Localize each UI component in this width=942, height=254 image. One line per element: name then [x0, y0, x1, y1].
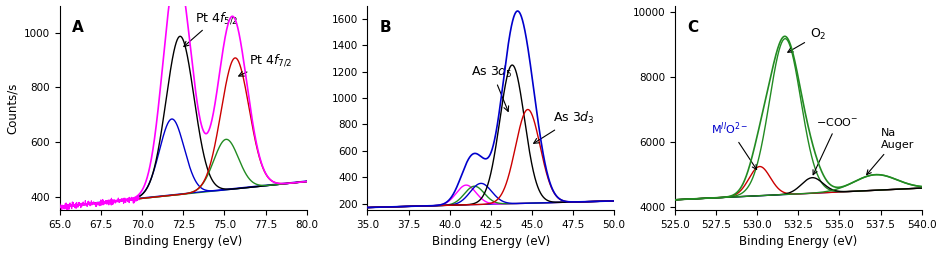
X-axis label: Binding Energy (eV): Binding Energy (eV) [124, 235, 242, 248]
X-axis label: Binding Energy (eV): Binding Energy (eV) [739, 235, 857, 248]
Y-axis label: Counts/s: Counts/s [6, 82, 19, 134]
Text: As 3$d_{5}$: As 3$d_{5}$ [471, 64, 512, 112]
Text: O$_2$: O$_2$ [788, 27, 826, 52]
Text: C: C [688, 20, 698, 35]
Text: Pt 4$f_{5/2}$: Pt 4$f_{5/2}$ [184, 10, 238, 46]
Text: M$^{II}$O$^{2-}$: M$^{II}$O$^{2-}$ [711, 121, 756, 169]
Text: A: A [73, 20, 84, 35]
Text: As 3$d_{3}$: As 3$d_{3}$ [534, 110, 595, 143]
Text: B: B [380, 20, 392, 35]
X-axis label: Binding Energy (eV): Binding Energy (eV) [431, 235, 550, 248]
Text: Pt 4$f_{7/2}$: Pt 4$f_{7/2}$ [238, 52, 293, 76]
Text: Na
Auger: Na Auger [867, 128, 914, 175]
Text: $-$COO$^{-}$: $-$COO$^{-}$ [813, 117, 859, 175]
